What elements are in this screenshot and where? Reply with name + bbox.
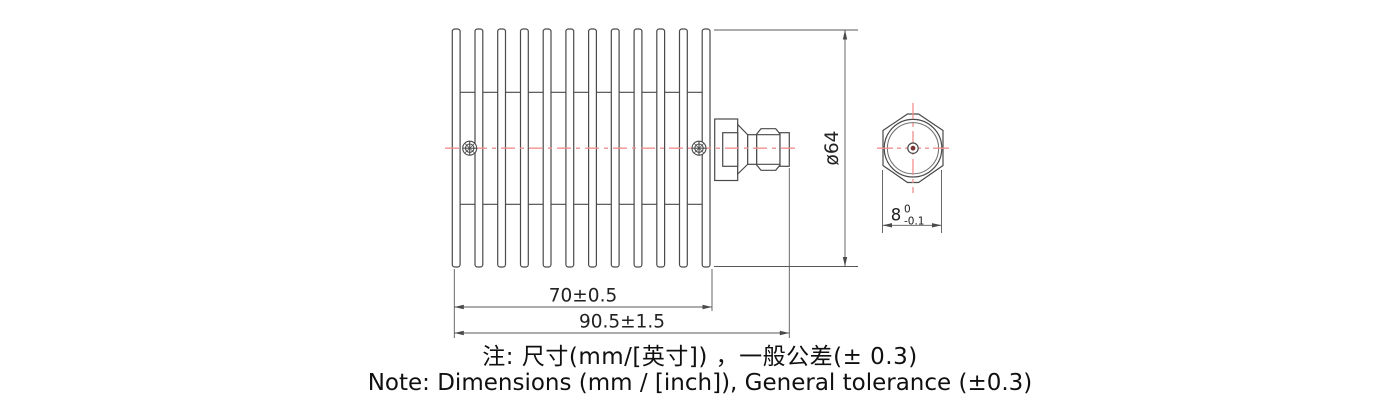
- dim-label-diameter: ø64: [822, 131, 843, 166]
- dim-label-hex-tol-lower: -0.1: [904, 216, 925, 228]
- dimension-diameter-64: ø64: [714, 29, 858, 267]
- end-view: [877, 103, 949, 193]
- side-view: [445, 28, 800, 268]
- screw-head-icon-right: [691, 140, 707, 156]
- dim-label-hex-tol-upper: 0: [904, 204, 911, 216]
- connector-neck: [747, 134, 758, 165]
- connector-taper: [737, 123, 749, 176]
- center-pin-dot: [910, 145, 916, 151]
- note-chinese: 注: 尺寸(mm/[英寸]) ，一般公差(± 0.3): [482, 344, 918, 370]
- dimension-hex-across-flats: 8 0 -0.1: [882, 170, 942, 233]
- screw-head-icon-left: [462, 140, 478, 156]
- dimension-body-length-70: 70±0.5: [453, 269, 713, 338]
- connector-recess: [722, 132, 739, 167]
- notes-block: 注: 尺寸(mm/[英寸]) ，一般公差(± 0.3) Note: Dimens…: [0, 344, 1400, 396]
- dim-label-overall-length: 90.5±1.5: [579, 312, 665, 333]
- note-english: Note: Dimensions (mm / [inch]), General …: [367, 370, 1033, 396]
- connector-tip: [779, 132, 790, 167]
- dim-label-hex-nominal: 8: [891, 206, 902, 225]
- dim-label-body-length: 70±0.5: [549, 286, 617, 307]
- connector-assembly: [714, 118, 790, 182]
- dimension-overall-length-90: 90.5±1.5: [454, 168, 790, 338]
